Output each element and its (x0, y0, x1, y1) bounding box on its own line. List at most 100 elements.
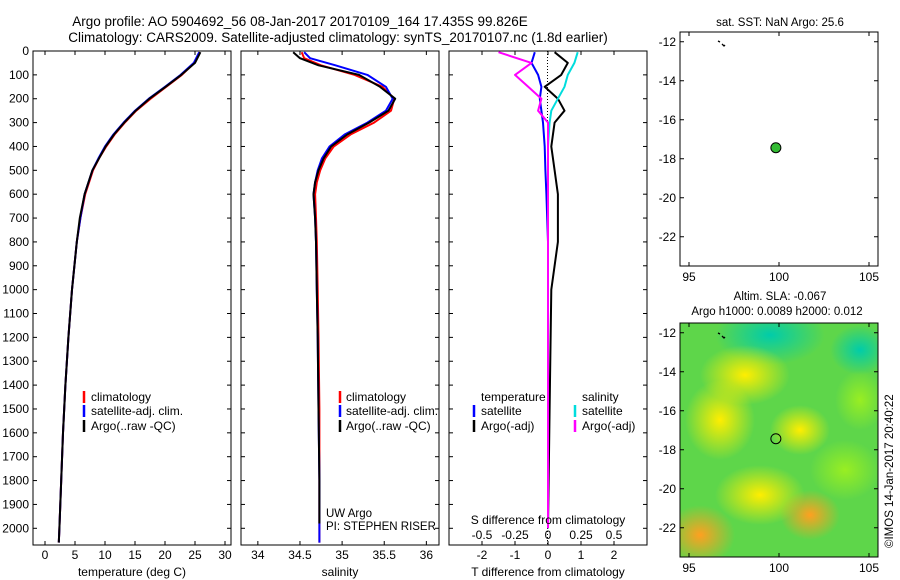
imos-timestamp: ©IMOS 14-Jan-2017 20:40:22 (884, 394, 896, 548)
y-tick-label: 1100 (3, 307, 29, 321)
series-salinity-argo-adj (498, 51, 549, 529)
s-tick-label: -0.5 (472, 528, 493, 542)
x-tick-label: 36 (420, 548, 434, 562)
x-tick-label: 20 (158, 548, 172, 562)
legend-label-sal-argo: Argo(-adj) (582, 419, 635, 433)
temperature-panel: 0100200300400500600700800900100011001200… (2, 44, 232, 579)
map-x-tick-label: 95 (682, 270, 696, 284)
y-tick-label: 200 (9, 92, 29, 106)
sst-map-ticks: 95 100 105 -12 -14 -16 -18 -20 -22 (659, 32, 879, 284)
y-tick-label: 1300 (2, 354, 29, 368)
y-tick-label: 1000 (2, 283, 29, 297)
sla-map-title-1: Altim. SLA: -0.067 (734, 291, 827, 303)
difference-axis-ticks: -2 -1 0 1 2 (477, 51, 618, 562)
x-tick-label: 5 (72, 548, 79, 562)
temperature-axis-ticks: 0 5 10 15 20 25 30 (42, 51, 232, 562)
t-difference-xlabel: T difference from climatology (471, 565, 625, 579)
sla-map-title-2: Argo h1000: 0.0089 h2000: 0.012 (691, 306, 862, 318)
sla-high-patch (770, 405, 830, 455)
legend-label-satellite: satellite-adj. clim. (91, 404, 183, 418)
sst-map-panel: sat. SST: NaN Argo: 25.6 95 100 105 -12 -14 -… (659, 17, 880, 284)
title-line-2: Climatology: CARS2009. Satellite-adjuste… (68, 30, 608, 45)
map-y-tick-label: -16 (659, 113, 677, 127)
sla-high-patch (685, 380, 755, 460)
y-tick-label: 1700 (2, 450, 29, 464)
temperature-lines (57, 51, 202, 543)
y-tick-label: 1900 (2, 497, 29, 511)
x-tick-label: 35.5 (373, 548, 397, 562)
sla-map-panel: Altim. SLA: -0.067 Argo h1000: 0.0089 h2… (659, 291, 880, 575)
salinity-panel: 34 34.5 35 35.5 36 salinity climatology sate… (240, 50, 440, 579)
s-tick-label: 0 (545, 528, 552, 542)
legend-label-sal-satellite: satellite (582, 404, 623, 418)
s-difference-ticks: -0.5 -0.25 0 0.25 0.5 (472, 528, 623, 542)
title-line-1: Argo profile: AO 5904692_56 08-Jan-2017 … (72, 14, 528, 29)
y-tick-label: 700 (9, 211, 29, 225)
legend-head-temperature: temperature (481, 390, 546, 404)
y-tick-label: 100 (9, 68, 29, 82)
map-y-tick-label: -22 (659, 521, 677, 535)
x-tick-label: 0 (545, 548, 552, 562)
pi-annotation-line-2: PI: STEPHEN RISER (326, 521, 436, 533)
x-tick-label: -1 (510, 548, 521, 562)
y-tick-label: 500 (9, 163, 29, 177)
y-tick-label: 2000 (2, 521, 29, 535)
sla-peak-patch (780, 490, 840, 540)
sla-mid-patch (810, 440, 878, 500)
s-tick-label: 0.25 (569, 528, 593, 542)
legend-label-argo: Argo(..raw -QC) (346, 419, 431, 433)
difference-lines (498, 51, 579, 529)
y-tick-label: 800 (9, 235, 29, 249)
x-tick-label: 30 (218, 548, 232, 562)
map-x-tick-label: 105 (859, 561, 879, 575)
map-x-tick-label: 100 (769, 561, 789, 575)
difference-depth-ticks (449, 50, 647, 529)
legend-label-satellite: satellite-adj. clim. (346, 404, 438, 418)
s-difference-label: S difference from climatology (471, 513, 626, 527)
pi-annotation-line-1: UW Argo (326, 508, 372, 520)
series-temperature-argo-adj (543, 51, 569, 529)
series-argo-raw-qc (57, 51, 202, 543)
sla-map-ticks: 95 100 105 -12 -14 -16 -18 -20 -22 (659, 323, 879, 575)
x-tick-label: -2 (477, 548, 488, 562)
salinity-depth-ticks (241, 50, 439, 529)
salinity-xlabel: salinity (322, 565, 359, 579)
y-tick-label: 400 (9, 139, 29, 153)
legend-head-salinity: salinity (582, 390, 619, 404)
temperature-xlabel: temperature (deg C) (78, 565, 186, 579)
difference-panel: -2 -1 0 1 2 S difference from climatology -0… (448, 50, 648, 579)
map-y-tick-label: -14 (659, 365, 677, 379)
x-tick-label: 0 (42, 548, 49, 562)
map-x-tick-label: 105 (859, 270, 879, 284)
legend-label-climatology: climatology (346, 390, 406, 404)
y-tick-label: 300 (9, 116, 29, 130)
coastline-fragment (717, 332, 726, 339)
x-tick-label: 34.5 (288, 548, 312, 562)
argo-float-marker (770, 433, 782, 445)
map-y-tick-label: -14 (659, 74, 677, 88)
sla-peak-patch (680, 505, 735, 557)
map-y-tick-label: -20 (659, 482, 677, 496)
coastline-fragment (717, 40, 726, 47)
x-tick-label: 15 (128, 548, 142, 562)
s-tick-label: -0.25 (501, 528, 529, 542)
sst-map-title: sat. SST: NaN Argo: 25.6 (716, 17, 844, 29)
map-y-tick-label: -18 (659, 443, 677, 457)
map-x-tick-label: 100 (769, 270, 789, 284)
map-y-tick-label: -16 (659, 404, 677, 418)
x-tick-label: 10 (98, 548, 112, 562)
difference-legend: temperature salinity satellite Argo(-adj… (472, 390, 635, 433)
map-y-tick-label: -20 (659, 191, 677, 205)
sla-mid-patch (835, 370, 878, 430)
temperature-legend: climatology satellite-adj. clim. Argo(..… (82, 390, 183, 433)
temperature-axes-frame (32, 50, 232, 546)
sla-heatmap (680, 323, 878, 557)
sla-low-patch (830, 325, 878, 375)
x-tick-label: 1 (578, 548, 585, 562)
y-tick-label: 0 (22, 44, 29, 58)
x-tick-label: 25 (188, 548, 202, 562)
legend-label-climatology: climatology (91, 390, 151, 404)
y-tick-label: 600 (9, 187, 29, 201)
series-argo-raw-qc (292, 51, 397, 524)
